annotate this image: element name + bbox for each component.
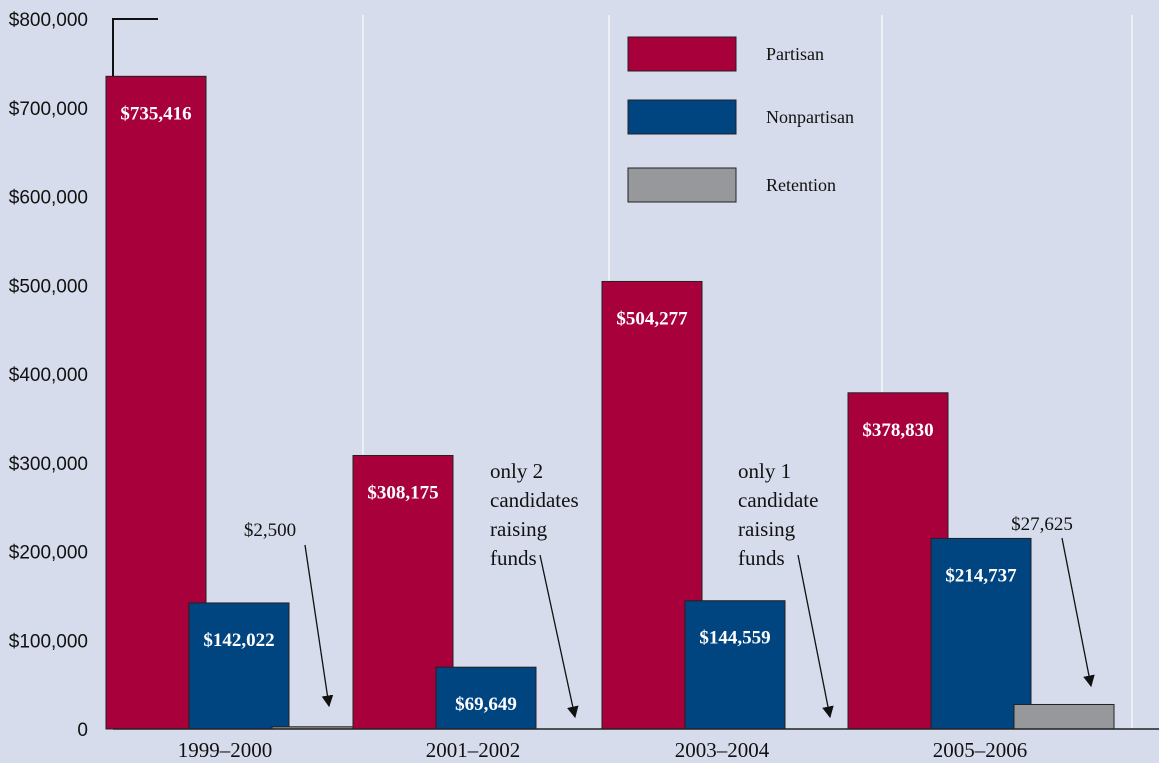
annotation-2-line-3: raising	[738, 517, 796, 541]
y-tick-label-0: 0	[77, 720, 88, 741]
bar-nonpartisan-1	[188, 602, 290, 730]
y-tick-label-6: $600,000	[9, 188, 88, 209]
data-label-retention-1: $2,500	[244, 520, 296, 541]
y-tick-label-4: $400,000	[9, 365, 88, 386]
arrow-retention-1	[304, 544, 334, 708]
y-tick-label-3: $300,000	[9, 454, 88, 475]
annotation-2-line-2: candidate	[738, 488, 818, 512]
annotation-1-line-2: candidates	[490, 488, 579, 512]
arrow-retention-4	[1061, 537, 1095, 688]
x-tick-label-2: 2001–2002	[426, 738, 521, 762]
y-tick-label-2: $200,000	[9, 543, 88, 564]
annotation-arrow-1	[539, 554, 579, 719]
data-label-nonpartisan-4: $214,737	[945, 565, 1017, 586]
annotation-2-line-1: only 1	[738, 459, 791, 483]
bar-retention-4	[1013, 703, 1115, 730]
legend-swatch-partisan	[627, 36, 737, 72]
legend-label-nonpartisan: Nonpartisan	[766, 107, 854, 127]
bar-nonpartisan-2	[435, 666, 537, 730]
data-label-nonpartisan-2: $69,649	[455, 694, 517, 715]
data-label-partisan-1: $735,416	[120, 103, 191, 124]
legend-label-retention: Retention	[766, 175, 836, 195]
data-label-partisan-3: $504,277	[616, 308, 688, 329]
data-label-nonpartisan-1: $142,022	[203, 630, 274, 651]
legend-swatch-nonpartisan	[627, 99, 737, 135]
annotation-1-line-4: funds	[490, 546, 537, 570]
annotation-arrow-2	[797, 554, 834, 719]
data-label-partisan-2: $308,175	[367, 482, 438, 503]
x-tick-label-3: 2003–2004	[675, 738, 770, 762]
x-tick-label-4: 2005–2006	[933, 738, 1028, 762]
y-tick-label-1: $100,000	[9, 631, 88, 652]
axis-bracket	[112, 18, 158, 76]
x-tick-label-1: 1999–2000	[178, 738, 273, 762]
data-label-partisan-4: $378,830	[862, 420, 933, 441]
data-label-retention-4: $27,625	[1011, 514, 1073, 535]
y-tick-label-8: $800,000	[9, 10, 88, 31]
annotation-2-line-4: funds	[738, 546, 785, 570]
annotation-1-line-1: only 2	[490, 459, 543, 483]
legend-swatch-retention	[627, 167, 737, 203]
y-tick-label-7: $700,000	[9, 99, 88, 120]
data-label-nonpartisan-3: $144,559	[699, 628, 770, 649]
bar-nonpartisan-3	[684, 600, 786, 730]
legend-label-partisan: Partisan	[766, 44, 824, 64]
bar-nonpartisan-4	[930, 537, 1032, 730]
y-tick-label-5: $500,000	[9, 276, 88, 297]
annotation-1-line-3: raising	[490, 517, 548, 541]
